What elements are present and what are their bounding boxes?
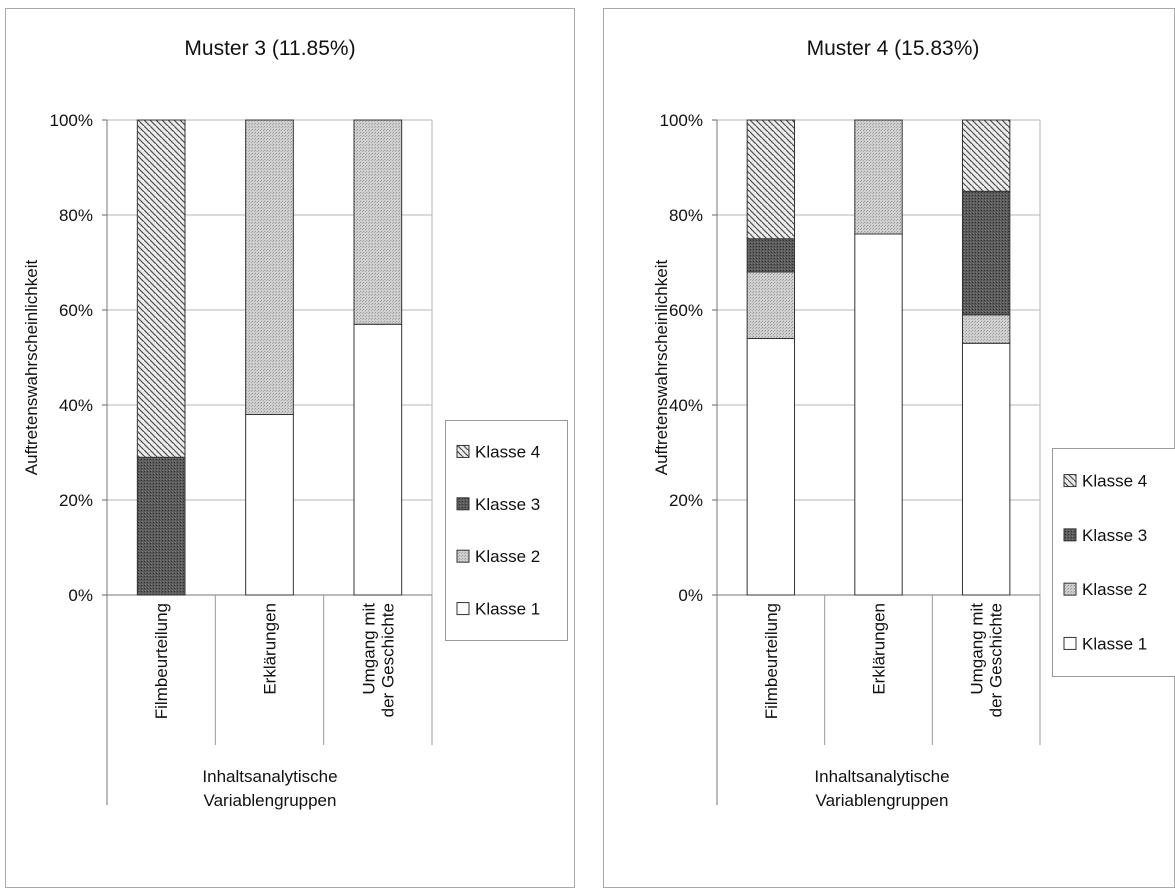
x-axis-title: Inhaltsanalytische Variablengruppen (814, 767, 949, 810)
bar-segment-klasse-4 (136, 119, 186, 458)
bar-segment-klasse-4 (746, 119, 796, 240)
y-tick-label: 60% (59, 301, 93, 320)
legend-label: Klasse 2 (1082, 580, 1147, 599)
y-tick-label: 100% (660, 111, 703, 130)
x-tick-label: Erklärungen (870, 603, 889, 695)
legend: Klasse 4 Klasse 3 Klasse 2 Klasse 1 (445, 420, 568, 641)
bar-segment-klasse-3 (746, 238, 796, 273)
bar-segment-klasse-1 (353, 323, 403, 596)
chart-title: Muster 4 (15.83%) (807, 37, 980, 60)
legend-swatch-klasse-4 (1063, 474, 1077, 488)
bar-segment-klasse-1 (245, 414, 294, 596)
y-tick-label: 0% (68, 586, 93, 605)
x-tick-label: Umgang mitder Geschichte (968, 603, 1006, 718)
y-tick-label: 20% (669, 491, 703, 510)
x-tick-label: Erklärungen (261, 603, 280, 695)
legend-swatch-klasse-2 (1063, 582, 1077, 596)
y-axis-title: Auftretenswahrscheinlichkeit (22, 260, 41, 476)
bar-segment-klasse-3 (136, 456, 186, 596)
legend: Klasse 4 Klasse 3 Klasse 2 Klasse 1 (1052, 448, 1175, 677)
y-tick-label: 80% (59, 206, 93, 225)
y-tick-label: 100% (50, 111, 93, 130)
legend-swatch-klasse-2 (456, 549, 470, 563)
bar-segment-klasse-1 (746, 338, 796, 596)
legend-label: Klasse 4 (1082, 472, 1147, 491)
bar-segment-klasse-4 (961, 119, 1011, 192)
y-tick-label: 80% (669, 206, 703, 225)
x-tick-label: Umgang mitder Geschichte (359, 603, 397, 718)
bar-segment-klasse-2 (353, 119, 403, 325)
legend-label: Klasse 3 (1082, 526, 1147, 545)
x-axis-title: Inhaltsanalytische Variablengruppen (202, 767, 337, 810)
chart-panel-1: Muster 3 (11.85%) 0% 20% 40% 60% 80% 100% Auftr… (5, 8, 575, 888)
y-axis-title: Auftretenswahrscheinlichkeit (652, 260, 671, 476)
bar-segment-klasse-1 (961, 342, 1011, 596)
legend-label: Klasse 1 (1082, 634, 1147, 653)
y-tick-label: 60% (669, 301, 703, 320)
y-tick-label: 40% (59, 396, 93, 415)
y-tick-label: 0% (678, 586, 703, 605)
legend-swatch-klasse-1 (1063, 636, 1077, 650)
bar-segment-klasse-2 (746, 271, 796, 339)
y-tick-label: 40% (669, 396, 703, 415)
bar-segment-klasse-2 (961, 314, 1011, 344)
legend-swatch-klasse-3 (1063, 528, 1077, 542)
chart-title: Muster 3 (11.85%) (184, 37, 355, 60)
bar-segment-klasse-2 (245, 119, 294, 415)
bar-segment-klasse-1 (854, 233, 903, 596)
x-tick-label: Filmbeurteilung (152, 603, 171, 719)
legend-label: Klasse 1 (475, 600, 540, 619)
x-tick-label: Filmbeurteilung (762, 603, 781, 719)
legend-swatch-klasse-1 (456, 602, 470, 616)
bar-segment-klasse-3 (961, 190, 1011, 316)
legend-swatch-klasse-3 (456, 497, 470, 511)
legend-label: Klasse 3 (475, 495, 540, 514)
legend-label: Klasse 2 (475, 547, 540, 566)
y-tick-label: 20% (59, 491, 93, 510)
legend-swatch-klasse-4 (456, 444, 470, 458)
legend-label: Klasse 4 (475, 442, 540, 461)
chart-panel-2: Muster 4 (15.83%) 0% 20% 40% 60% 80% 100% Auftr… (603, 8, 1175, 888)
bar-segment-klasse-2 (854, 119, 903, 235)
